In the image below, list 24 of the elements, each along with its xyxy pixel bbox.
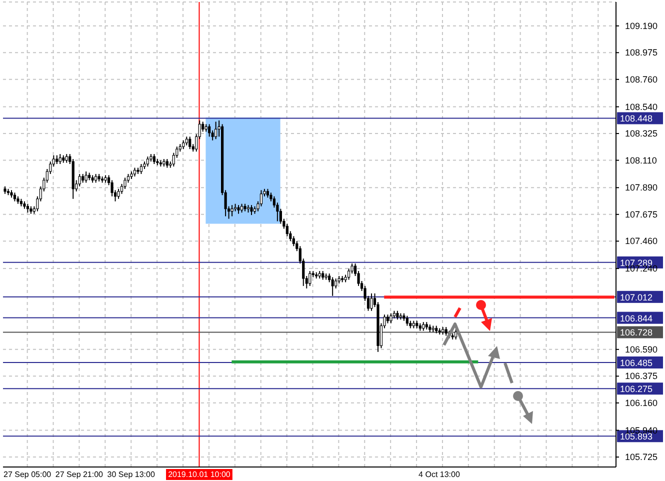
- y-tick-label: 108.110: [625, 155, 657, 166]
- ref-line-label: 108.448: [620, 114, 653, 124]
- y-tick-label: 108.760: [625, 74, 658, 84]
- x-tick-label: 2019.10.01 10:00: [168, 470, 231, 479]
- y-tick-label: 109.190: [625, 20, 658, 31]
- x-tick-label: 4 Oct 13:00: [418, 470, 460, 479]
- ref-line-label: 106.485: [620, 358, 653, 368]
- y-tick-label: 106.375: [625, 371, 658, 382]
- ref-line-label: 107.012: [620, 292, 653, 302]
- x-tick-label: 27 Sep 21:00: [55, 470, 104, 479]
- y-tick-label: 105.725: [625, 452, 658, 462]
- y-tick-label: 107.675: [625, 209, 658, 220]
- y-tick-label: 106.590: [625, 344, 658, 354]
- y-tick-label: 107.460: [625, 236, 658, 246]
- y-tick-label: 108.325: [625, 128, 658, 139]
- x-tick-label: 30 Sep 13:00: [107, 470, 156, 479]
- ref-line-label: 106.728: [620, 328, 653, 338]
- y-tick-label: 108.540: [625, 102, 658, 112]
- y-tick-label: 107.890: [625, 182, 658, 193]
- x-tick-label: 27 Sep 05:00: [4, 470, 52, 479]
- ref-line-label: 106.275: [620, 384, 653, 394]
- y-tick-label: 106.160: [625, 398, 658, 408]
- y-tick-label: 108.975: [625, 48, 658, 58]
- ref-line-label: 106.844: [620, 313, 653, 324]
